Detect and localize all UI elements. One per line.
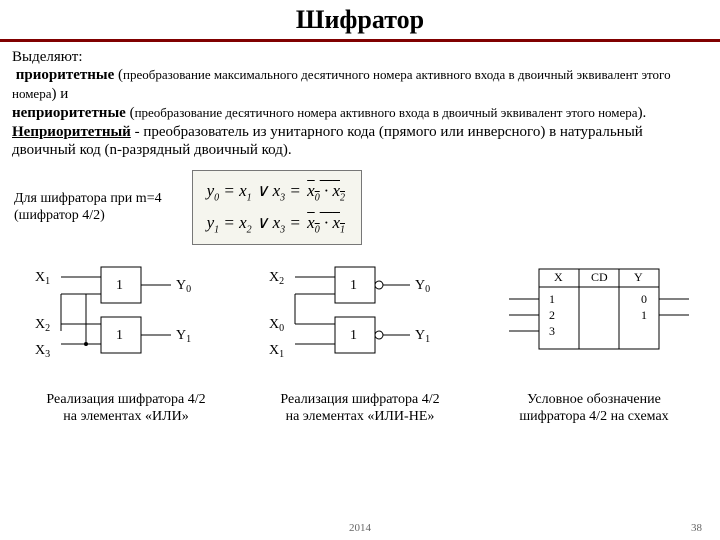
svg-text:Y0: Y0 [176,278,191,295]
svg-text:0: 0 [641,292,647,306]
np-close: ). [638,105,647,121]
svg-text:X2: X2 [269,270,284,287]
svg-text:1: 1 [116,328,123,343]
svg-text:1: 1 [350,278,357,293]
fl2: (шифратор 4/2) [14,208,105,223]
formula-left: Для шифратора при m=4 (шифратор 4/2) [14,190,162,225]
kw-priority: приоритетные [16,67,115,83]
p-open: ( [114,67,123,83]
svg-text:2: 2 [549,308,555,322]
kw-nonpri2: Неприоритетный [12,124,131,140]
diagram-or: 1 X1 Y0 1 X2 X3 Y1 Ре [14,259,238,426]
p-close: ) и [51,86,68,102]
intro-block: Выделяют: приоритетные (преобразование м… [0,48,720,161]
svg-text:X: X [554,270,563,284]
formula-box: y0 = x1 ∨ x3 = x0 · x2 y1 = x2 ∨ x3 = x0… [192,170,362,245]
nonpriority-desc: преобразование десятичного номера активн… [135,105,638,120]
svg-text:Y1: Y1 [176,328,191,345]
diagrams-row: 1 X1 Y0 1 X2 X3 Y1 Ре [0,249,720,426]
svg-text:Y1: Y1 [415,328,430,345]
np-open: ( [126,105,135,121]
eq0: y0 = x1 ∨ x3 = x0 · x2 [207,181,347,200]
svg-text:X1: X1 [35,270,50,287]
diagram-symbol: X CD Y 1 2 3 0 1 Условное обозначениешиф… [482,259,706,426]
diagram-symbol-svg: X CD Y 1 2 3 0 1 [489,259,699,379]
svg-text:3: 3 [549,324,555,338]
d3-caption: Условное обозначениешифратора 4/2 на схе… [519,391,668,426]
svg-text:X3: X3 [35,343,50,360]
footer-page: 38 [691,522,702,536]
d1-caption: Реализация шифратора 4/2на элементах «ИЛ… [46,391,205,426]
diagram-ornot: 1 X2 Y0 1 X0 X1 Y1 Реализация шифратор [248,259,472,426]
page-title: Шифратор [0,0,720,39]
fl1: Для шифратора при m=4 [14,191,162,206]
horizontal-rule [0,39,720,42]
formula-block: Для шифратора при m=4 (шифратор 4/2) y0 … [0,160,720,249]
svg-text:1: 1 [549,292,555,306]
svg-text:1: 1 [350,328,357,343]
svg-text:X0: X0 [269,317,284,334]
svg-text:1: 1 [641,308,647,322]
svg-text:Y: Y [634,270,643,284]
footer: 2014 38 [0,522,720,536]
diagram-or-svg: 1 X1 Y0 1 X2 X3 Y1 [31,259,221,379]
svg-text:X1: X1 [269,343,284,360]
d2-caption: Реализация шифратора 4/2на элементах «ИЛ… [280,391,439,426]
intro-line1: Выделяют: [12,49,83,65]
diagram-ornot-svg: 1 X2 Y0 1 X0 X1 Y1 [265,259,455,379]
svg-text:CD: CD [591,270,608,284]
eq1: y1 = x2 ∨ x3 = x0 · x1 [207,213,347,232]
svg-text:Y0: Y0 [415,278,430,295]
svg-text:X2: X2 [35,317,50,334]
kw-nonpriority: неприоритетные [12,105,126,121]
footer-year: 2014 [349,522,371,536]
svg-text:1: 1 [116,278,123,293]
